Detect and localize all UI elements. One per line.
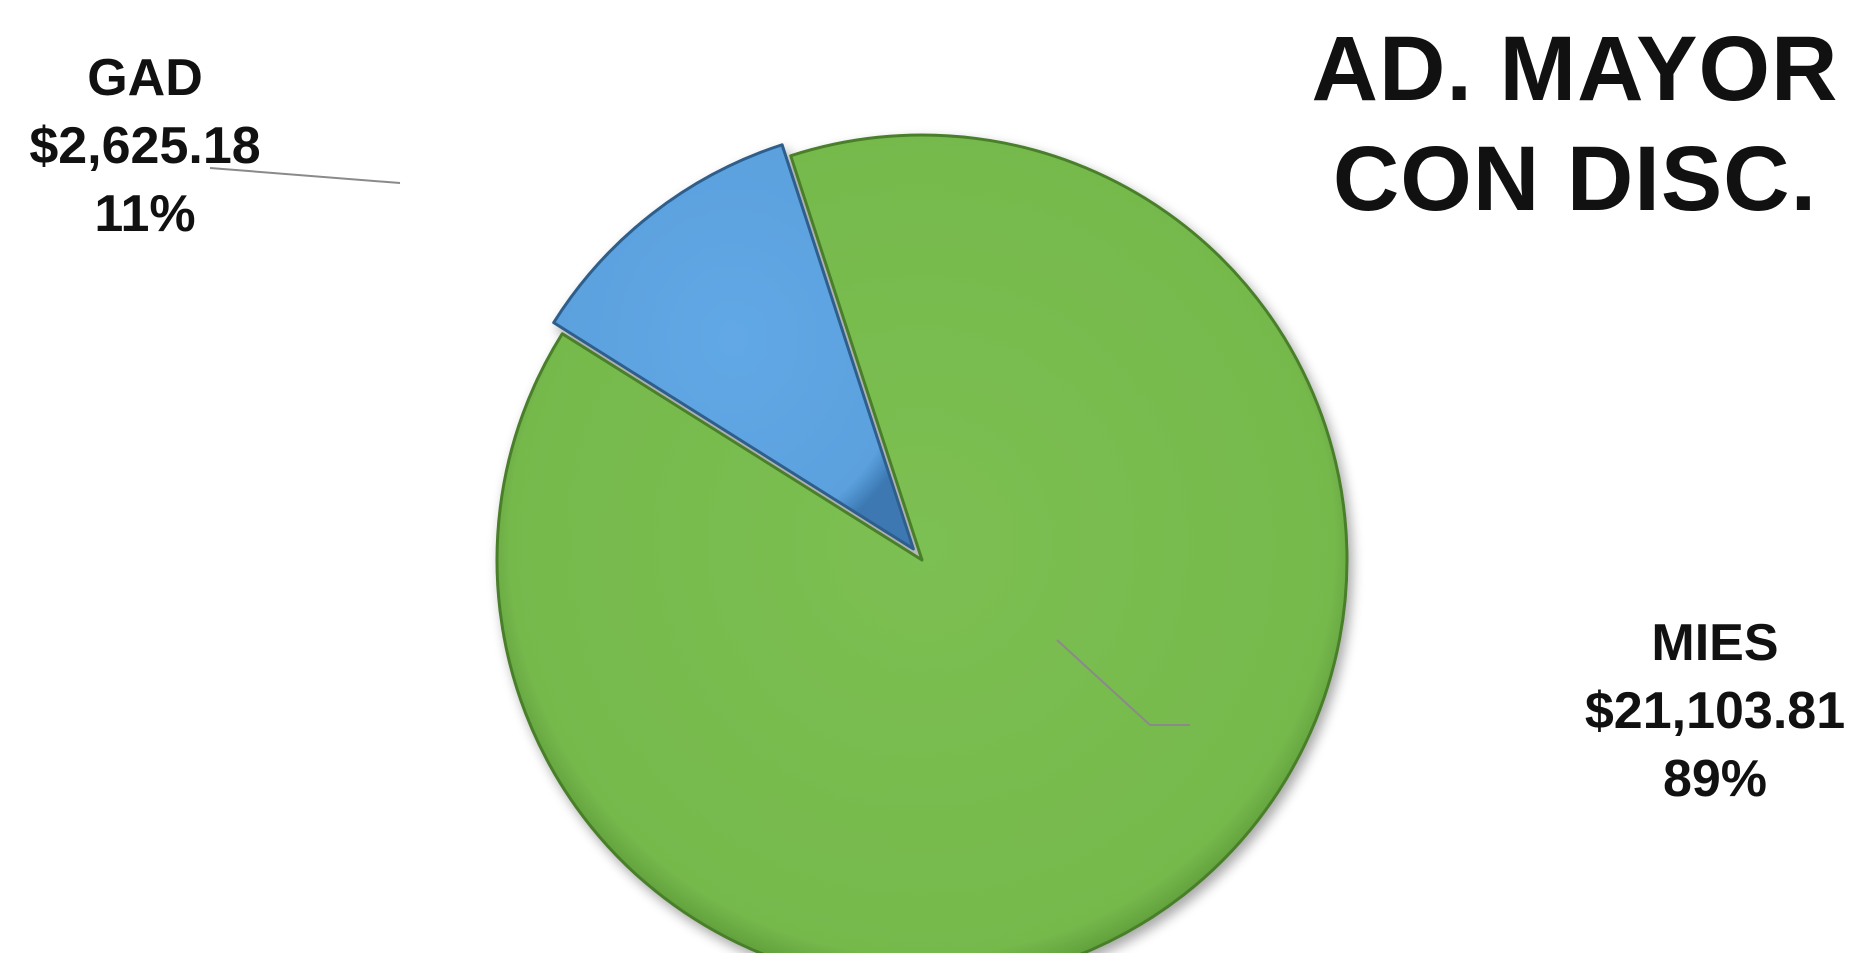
slices-layer bbox=[495, 133, 1349, 958]
slice-label-name-mies: MIES bbox=[1651, 614, 1778, 672]
slice-label-value-gad: $2,625.18 bbox=[29, 117, 260, 175]
slice-label-percent-mies: 89% bbox=[1663, 750, 1767, 808]
slice-labels: GAD $2,625.18 11% MIES $21,103.81 89% bbox=[29, 49, 1845, 808]
leader-line-gad bbox=[209, 167, 401, 184]
chart-title-line-2: CON DISC. bbox=[1333, 128, 1817, 230]
slice-label-name-gad: GAD bbox=[87, 49, 203, 107]
chart-title: AD. MAYOR CON DISC. bbox=[1312, 18, 1839, 230]
slice-label-percent-gad: 11% bbox=[94, 185, 195, 243]
slice-label-value-mies: $21,103.81 bbox=[1585, 682, 1845, 740]
chart-title-line-1: AD. MAYOR bbox=[1312, 18, 1839, 120]
pie-slice-mies bbox=[495, 133, 1349, 958]
leader-line-mies bbox=[1056, 639, 1190, 726]
pie-slice-gad bbox=[552, 143, 915, 551]
leader-lines bbox=[209, 167, 1190, 726]
